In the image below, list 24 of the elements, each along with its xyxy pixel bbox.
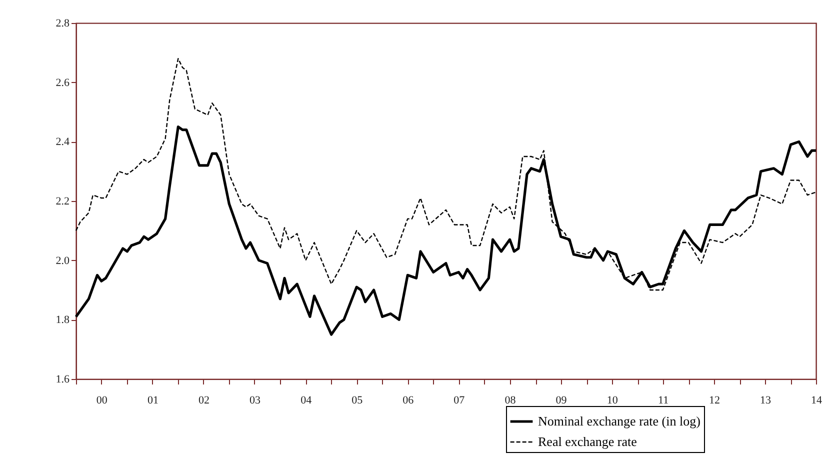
x-tick-label: 01 <box>147 394 158 406</box>
x-tick-label: 06 <box>402 394 414 406</box>
y-tick-label: 2.6 <box>56 76 70 89</box>
x-tick-label: 00 <box>96 394 108 406</box>
y-tick-label: 2.0 <box>56 254 70 267</box>
x-tick-label: 09 <box>556 394 568 406</box>
x-tick-label: 05 <box>352 394 364 406</box>
y-tick-label: 1.6 <box>56 374 70 386</box>
x-tick-label: 14 <box>811 394 822 406</box>
y-tick-label: 2.8 <box>56 18 70 30</box>
legend-label: Real exchange rate <box>538 434 638 449</box>
y-tick-label: 2.2 <box>56 196 70 208</box>
x-tick-label: 02 <box>198 394 210 406</box>
legend-label: Nominal exchange rate (in log) <box>538 414 700 428</box>
x-tick-label: 04 <box>300 394 312 406</box>
y-tick-label: 2.4 <box>56 136 70 148</box>
y-tick-label: 1.8 <box>56 314 70 326</box>
x-tick-label: 13 <box>760 394 772 406</box>
x-tick-label: 11 <box>658 394 669 406</box>
x-tick-label: 03 <box>249 394 261 406</box>
x-tick-label: 07 <box>454 394 466 406</box>
x-tick-label: 12 <box>708 394 720 406</box>
x-tick-label: 08 <box>504 394 516 406</box>
x-tick-label: 10 <box>606 394 618 406</box>
